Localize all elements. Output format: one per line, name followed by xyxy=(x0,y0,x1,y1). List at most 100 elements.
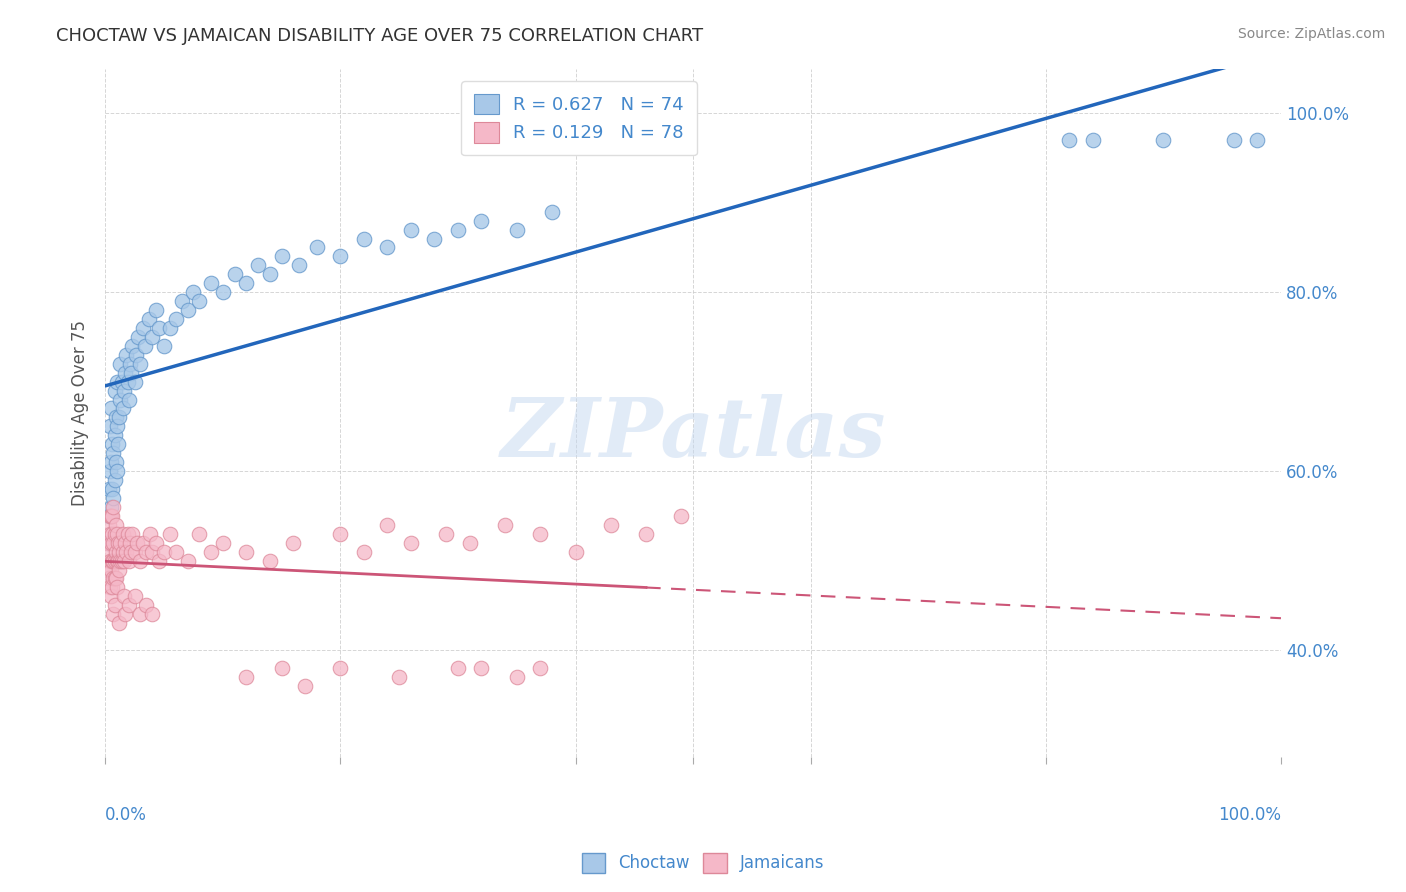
Point xyxy=(104,384,127,398)
Point xyxy=(159,321,181,335)
Point xyxy=(141,544,163,558)
Point xyxy=(235,544,257,558)
Point xyxy=(108,544,131,558)
Point xyxy=(135,544,157,558)
Point xyxy=(141,607,163,622)
Point xyxy=(671,508,693,523)
Point xyxy=(115,348,138,362)
Point xyxy=(101,526,124,541)
Point xyxy=(127,330,149,344)
Point xyxy=(259,553,281,567)
Point xyxy=(118,392,141,407)
Point xyxy=(100,500,122,514)
Point xyxy=(103,607,125,622)
Point xyxy=(153,544,176,558)
Point xyxy=(97,572,120,586)
Point xyxy=(329,661,352,675)
Point xyxy=(98,581,121,595)
Point xyxy=(118,553,141,567)
Point xyxy=(101,437,124,451)
Point xyxy=(100,562,122,576)
Point xyxy=(1152,133,1174,147)
Point xyxy=(105,581,128,595)
Point xyxy=(107,535,129,549)
Point xyxy=(529,526,551,541)
Point xyxy=(125,535,148,549)
Point xyxy=(118,357,141,371)
Point xyxy=(634,526,657,541)
Point xyxy=(434,526,457,541)
Y-axis label: Disability Age Over 75: Disability Age Over 75 xyxy=(72,320,89,506)
Point xyxy=(98,464,121,478)
Point xyxy=(529,661,551,675)
Point xyxy=(377,517,399,532)
Point xyxy=(270,661,292,675)
Point xyxy=(103,446,125,460)
Point xyxy=(100,401,122,416)
Point xyxy=(541,204,564,219)
Point xyxy=(97,508,120,523)
Point xyxy=(470,661,492,675)
Point xyxy=(132,535,155,549)
Point xyxy=(399,222,422,236)
Point xyxy=(104,455,127,469)
Point xyxy=(224,267,246,281)
Point xyxy=(103,572,125,586)
Point xyxy=(118,599,141,613)
Point xyxy=(447,222,470,236)
Point xyxy=(110,392,132,407)
Point xyxy=(288,258,311,272)
Point xyxy=(165,312,187,326)
Point xyxy=(564,544,586,558)
Point xyxy=(105,553,128,567)
Point xyxy=(145,535,167,549)
Point xyxy=(377,240,399,254)
Point xyxy=(599,517,621,532)
Point xyxy=(101,508,124,523)
Point xyxy=(506,670,529,684)
Point xyxy=(111,544,134,558)
Point xyxy=(105,526,128,541)
Point xyxy=(104,428,127,442)
Point xyxy=(1246,133,1268,147)
Text: 0.0%: 0.0% xyxy=(105,805,148,823)
Point xyxy=(124,375,146,389)
Point xyxy=(165,544,187,558)
Point xyxy=(98,419,121,434)
Point xyxy=(132,321,155,335)
Point xyxy=(110,357,132,371)
Point xyxy=(124,544,146,558)
Point xyxy=(139,526,162,541)
Point xyxy=(1223,133,1246,147)
Point xyxy=(305,240,328,254)
Point xyxy=(98,553,121,567)
Point xyxy=(200,277,222,291)
Point xyxy=(176,553,198,567)
Point xyxy=(97,535,120,549)
Point xyxy=(211,535,233,549)
Point xyxy=(120,366,142,380)
Point xyxy=(148,553,170,567)
Point xyxy=(98,508,121,523)
Point xyxy=(112,553,135,567)
Point xyxy=(329,249,352,263)
Point xyxy=(103,500,125,514)
Point xyxy=(118,535,141,549)
Point xyxy=(135,599,157,613)
Point xyxy=(235,670,257,684)
Point xyxy=(97,535,120,549)
Point xyxy=(111,553,134,567)
Point xyxy=(107,437,129,451)
Point xyxy=(103,491,125,505)
Point xyxy=(104,572,127,586)
Point xyxy=(129,553,152,567)
Point xyxy=(101,482,124,496)
Point xyxy=(111,401,134,416)
Point xyxy=(100,508,122,523)
Point xyxy=(104,517,127,532)
Point xyxy=(111,375,134,389)
Text: ZIPatlas: ZIPatlas xyxy=(501,393,886,474)
Point xyxy=(270,249,292,263)
Point xyxy=(129,357,152,371)
Point xyxy=(104,473,127,487)
